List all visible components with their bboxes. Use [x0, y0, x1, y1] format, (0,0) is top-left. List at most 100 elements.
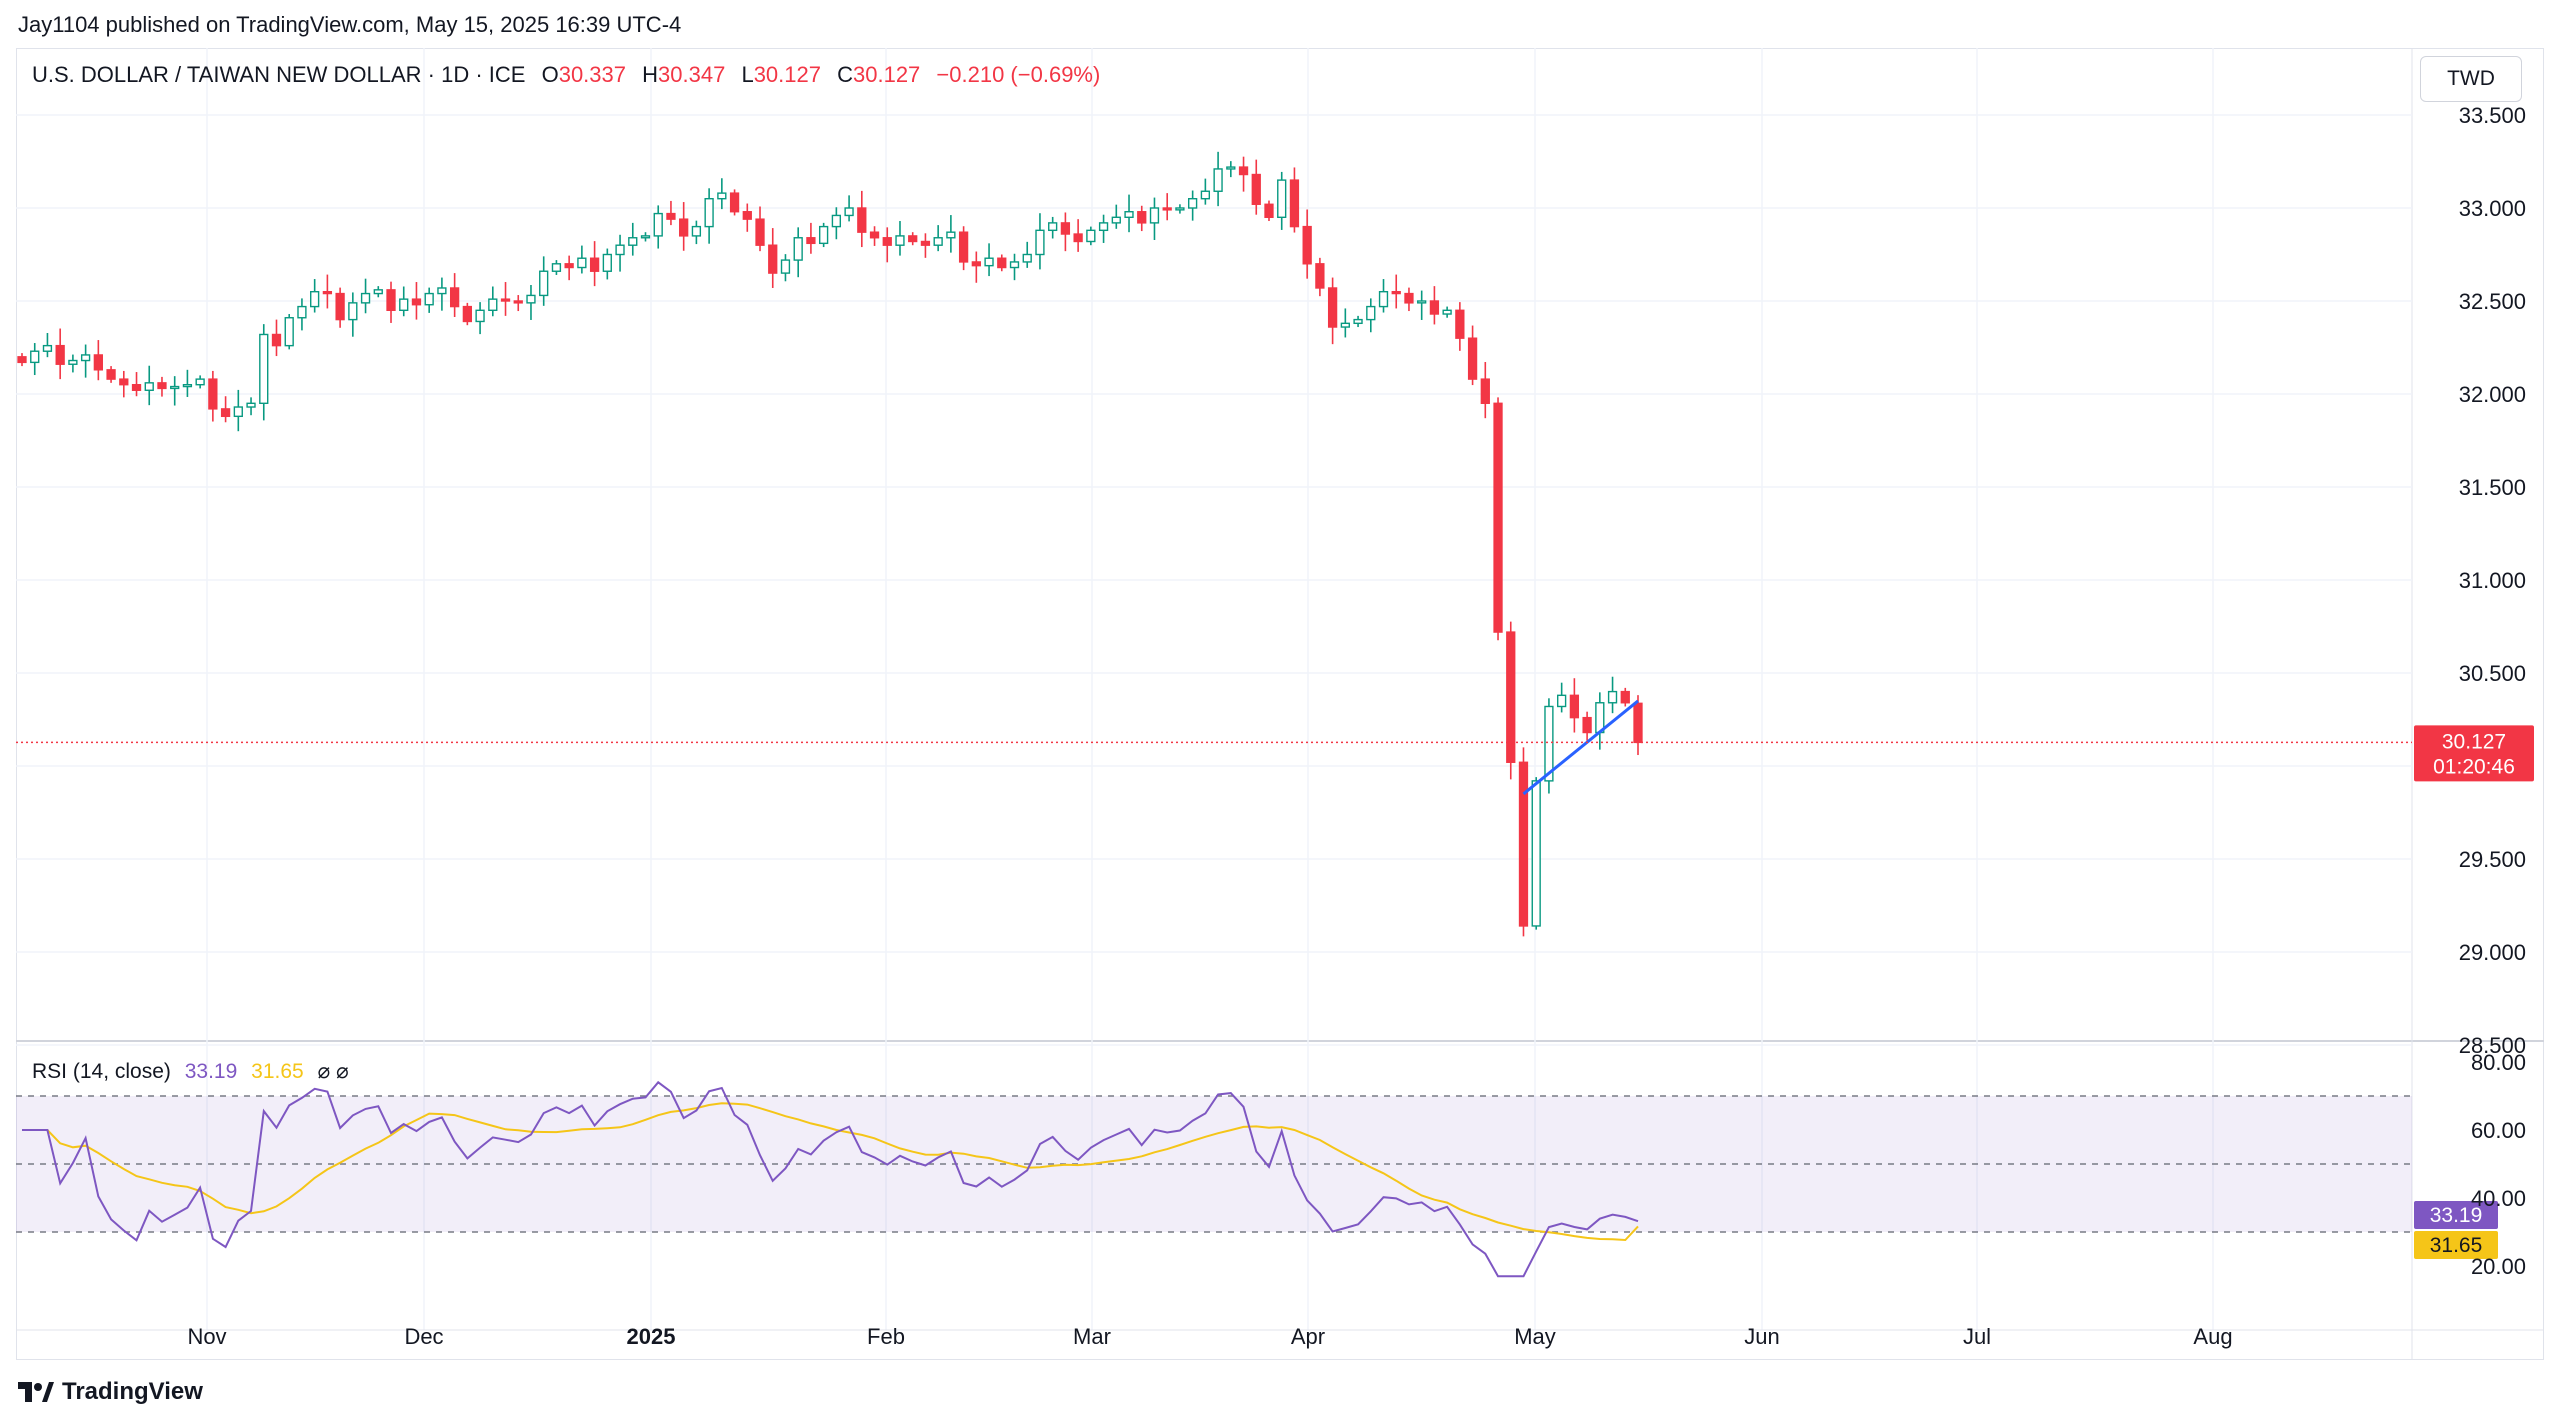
candle-body: [615, 244, 625, 256]
candle-body: [1086, 229, 1096, 243]
candle-body: [589, 257, 600, 272]
candle-body: [717, 192, 727, 200]
price-tick-label: 32.500: [2459, 289, 2526, 314]
candle-body: [755, 218, 765, 246]
candle-body: [208, 378, 218, 410]
currency-button[interactable]: TWD: [2420, 56, 2522, 102]
bar-countdown-label: 01:20:46: [2433, 755, 2515, 778]
candle-body: [1162, 207, 1172, 211]
candle-body: [742, 211, 752, 220]
candle-body: [1340, 322, 1350, 328]
grid-lines: [16, 48, 2544, 1360]
candle-body: [1238, 166, 1249, 176]
candle-body: [564, 263, 574, 269]
low-label: L: [741, 62, 754, 87]
candle-body: [259, 333, 269, 405]
rsi-line: [22, 1080, 1639, 1278]
candle-body: [1264, 203, 1274, 218]
high-value: 30.347: [658, 62, 726, 87]
candle-body: [882, 237, 892, 246]
candle-body: [1506, 631, 1516, 763]
candle-body: [895, 235, 905, 246]
candle-body: [424, 292, 434, 306]
rsi-label: RSI (14, close): [32, 1060, 171, 1083]
candle-body: [806, 237, 816, 245]
candle-body: [831, 214, 842, 228]
candle-body: [1315, 263, 1325, 289]
candle-body: [1022, 253, 1032, 263]
candle-body: [1277, 179, 1287, 219]
candle-body: [1124, 211, 1134, 219]
candle-body: [1493, 402, 1503, 633]
rsi-band-fill: [16, 1096, 2412, 1232]
price-tick-label: 32.000: [2459, 382, 2526, 407]
candle-body: [1417, 300, 1427, 304]
candle-body: [310, 291, 320, 308]
brand-name: TradingView: [62, 1378, 203, 1405]
candle-body: [157, 382, 167, 390]
candle-body: [984, 257, 994, 267]
time-tick-label: May: [1514, 1324, 1556, 1349]
candle-body: [1442, 309, 1452, 315]
rsi-ma-value: 31.65: [251, 1060, 304, 1083]
candle-body: [500, 298, 511, 302]
candle-body: [1302, 225, 1312, 265]
candle-body: [1455, 309, 1465, 339]
price-tick-label: 29.500: [2459, 847, 2526, 872]
candle-body: [1098, 222, 1109, 232]
candle-body: [997, 257, 1007, 269]
candle-body: [869, 231, 880, 239]
candle-body: [30, 350, 40, 364]
candle-body: [1111, 216, 1121, 224]
candle-body: [1226, 166, 1236, 170]
candle-body: [1544, 705, 1554, 782]
candle-body: [1137, 211, 1147, 224]
rsi-tick-label: 20.00: [2471, 1254, 2526, 1279]
candle-body: [1557, 694, 1567, 708]
candle-body: [513, 300, 523, 304]
price-tick-label: 30.500: [2459, 661, 2526, 686]
candle-body: [449, 287, 460, 308]
candle-body: [220, 408, 231, 418]
candle-body: [488, 298, 498, 312]
time-tick-label: Mar: [1073, 1324, 1111, 1349]
rsi-ma-value-badge-label: 31.65: [2430, 1234, 2483, 1257]
candle-body: [971, 261, 981, 267]
candle-body: [144, 382, 154, 391]
chart-frame: [16, 48, 2544, 1360]
candle-body: [386, 289, 396, 311]
time-tick-label: Feb: [867, 1324, 905, 1349]
tradingview-logo[interactable]: TradingView: [18, 1378, 203, 1406]
symbol-title: U.S. DOLLAR / TAIWAN NEW DOLLAR · 1D · I…: [32, 62, 526, 87]
candle-body: [119, 378, 129, 386]
candle-body: [602, 253, 612, 272]
axes: 33.500 33.000 32.500 32.000 31.500 31.000 30.5…: [187, 103, 2526, 1349]
candle-body: [1251, 173, 1261, 205]
symbol-legend: U.S. DOLLAR / TAIWAN NEW DOLLAR · 1D · I…: [32, 62, 1100, 88]
rsi-ma-value-badge: [2414, 1231, 2498, 1259]
candle-body: [246, 402, 256, 408]
candle-body: [577, 257, 587, 269]
published-by-text: Jay1104 published on TradingView.com, Ma…: [18, 12, 682, 37]
candle-body: [526, 294, 536, 304]
candle-body: [1620, 690, 1630, 704]
time-tick-label: Aug: [2193, 1324, 2232, 1349]
candle-body: [55, 344, 65, 365]
candle-body: [131, 384, 142, 391]
candle-body: [373, 289, 383, 295]
candle-body: [297, 305, 307, 319]
price-tick-label: 31.000: [2459, 568, 2526, 593]
candle-body: [1149, 207, 1160, 224]
candle-body: [666, 212, 676, 220]
rsi-legend: RSI (14, close) 33.19 31.65 ⌀ ⌀: [32, 1059, 349, 1084]
candle-body: [844, 207, 854, 217]
rsi-value: 33.19: [184, 1060, 238, 1083]
candle-body: [1175, 207, 1185, 211]
candle-body: [1009, 261, 1020, 269]
candle-body: [1213, 168, 1223, 192]
candle-body: [68, 359, 78, 365]
candle-body: [946, 231, 956, 239]
candle-body: [284, 317, 294, 347]
rsi-settings-icons[interactable]: ⌀ ⌀: [317, 1060, 349, 1083]
